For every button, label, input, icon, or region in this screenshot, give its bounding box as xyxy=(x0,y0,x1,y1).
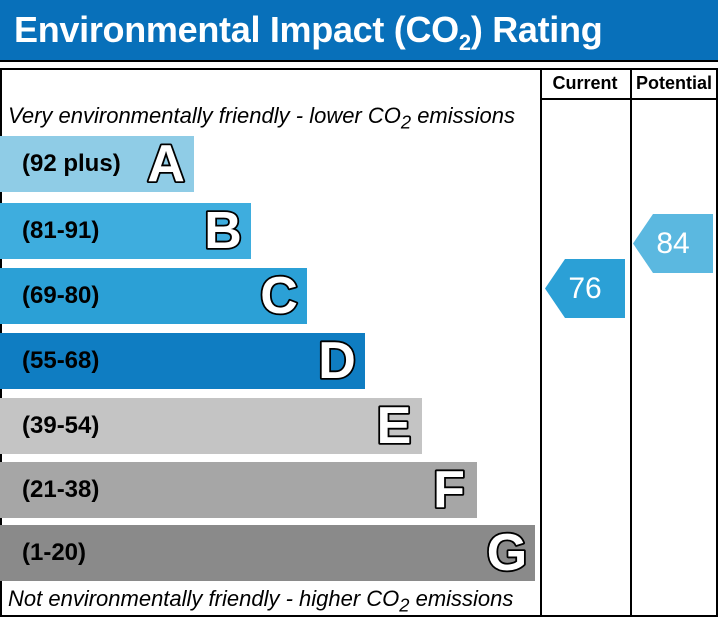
svg-text:C: C xyxy=(260,268,298,324)
svg-text:E: E xyxy=(377,398,412,454)
svg-text:D: D xyxy=(318,333,356,389)
svg-text:B: B xyxy=(204,203,242,259)
svg-text:G: G xyxy=(487,525,527,581)
svg-text:F: F xyxy=(433,462,465,518)
svg-text:A: A xyxy=(147,136,185,192)
